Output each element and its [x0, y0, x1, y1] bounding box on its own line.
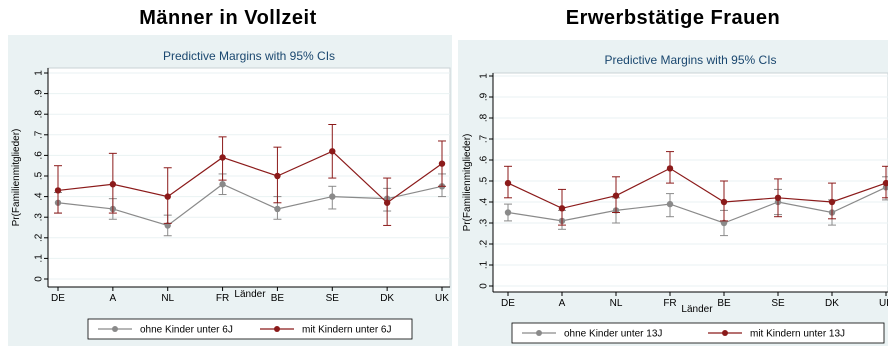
data-point — [666, 200, 674, 208]
data-point — [438, 160, 446, 167]
legend-label: ohne Kinder unter 13J — [564, 329, 662, 340]
data-point — [54, 187, 62, 194]
data-point — [504, 209, 512, 216]
y-tick-label: 0 — [479, 283, 490, 289]
chart-panel-0: 0 .1 .2 .3 .4 .5 .6 .7 .8 .9 1 DE A NL FR BE SE DK UK Predi… — [8, 35, 452, 346]
y-tick-label: .9 — [34, 89, 45, 98]
data-point — [219, 181, 226, 188]
y-tick-label: .5 — [34, 171, 45, 180]
y-tick-label: 1 — [479, 73, 490, 79]
x-tick-label: FR — [216, 293, 229, 304]
chart-title: Predictive Margins with 95% CIs — [604, 53, 776, 67]
legend-box — [511, 322, 885, 344]
data-point — [612, 192, 620, 199]
x-tick-label: UK — [435, 293, 449, 304]
legend-marker — [722, 330, 728, 336]
data-point — [329, 148, 336, 155]
y-axis-label: Pr(Familienmitglieder) — [462, 134, 473, 232]
data-point — [274, 172, 281, 180]
y-tick-label: 1 — [34, 70, 45, 76]
legend: ohne Kinder unter 6J mit Kindern unter 6J — [87, 318, 413, 340]
legend-marker — [112, 326, 118, 332]
x-tick-label: NL — [610, 298, 623, 309]
data-point — [666, 165, 674, 172]
legend-label: ohne Kinder unter 6J — [140, 325, 233, 336]
x-tick-label: SE — [326, 293, 340, 304]
data-point — [882, 179, 888, 187]
x-tick-label: BE — [271, 293, 285, 304]
y-tick-label: .9 — [479, 92, 490, 101]
y-tick-label: .6 — [34, 151, 45, 160]
data-point — [164, 193, 171, 200]
legend-label: mit Kindern unter 13J — [750, 329, 845, 340]
y-tick-label: .7 — [479, 134, 490, 143]
x-tick-label: DE — [51, 293, 65, 304]
y-tick-label: .2 — [479, 239, 490, 248]
series-line — [57, 150, 443, 204]
series-1 — [54, 124, 446, 226]
y-tick-label: .4 — [479, 197, 490, 206]
x-tick-label: A — [559, 298, 566, 309]
legend: ohne Kinder unter 13J mit Kindern unter 1… — [511, 322, 885, 344]
chart-panel-1: 0 .1 .2 .3 .4 .5 .6 .7 .8 .9 1 DE A NL FR BE SE DK UK Predi… — [458, 40, 888, 346]
x-tick-label: DK — [825, 298, 839, 309]
data-point — [504, 179, 512, 187]
series-line — [507, 186, 887, 224]
x-tick-label: BE — [717, 298, 731, 309]
x-axis-label: Länder — [234, 289, 266, 300]
chart-title: Predictive Margins with 95% CIs — [163, 49, 335, 63]
data-point — [720, 198, 728, 206]
y-tick-label: .8 — [34, 110, 45, 119]
y-tick-label: .4 — [34, 192, 45, 201]
x-tick-label: SE — [771, 298, 785, 309]
x-tick-label: DE — [501, 298, 515, 309]
panel-heading-men: Männer in Vollzeit — [139, 7, 317, 29]
x-tick-label: UK — [879, 298, 888, 309]
data-point — [219, 154, 226, 161]
data-point — [109, 181, 117, 188]
y-tick-label: .7 — [34, 130, 45, 139]
legend-marker — [536, 330, 542, 336]
y-tick-label: 0 — [34, 276, 45, 282]
x-axis-label: Länder — [681, 304, 713, 315]
series-line — [57, 183, 443, 227]
series-line — [507, 167, 887, 209]
y-axis-label: Pr(Familienmitglieder) — [11, 129, 22, 227]
y-tick-label: .3 — [479, 218, 490, 227]
y-tick-label: .6 — [479, 155, 490, 164]
data-point — [329, 193, 336, 200]
series-1 — [504, 151, 888, 226]
y-tick-label: .1 — [34, 254, 45, 263]
data-point — [828, 198, 836, 206]
y-tick-label: .3 — [34, 213, 45, 222]
data-point — [383, 199, 391, 206]
legend-box — [87, 318, 413, 340]
data-point — [774, 194, 782, 201]
y-tick-label: .2 — [34, 233, 45, 242]
x-tick-label: NL — [161, 293, 174, 304]
legend-label: mit Kindern unter 6J — [302, 325, 392, 336]
x-tick-label: FR — [663, 298, 676, 309]
data-point — [274, 205, 281, 213]
x-tick-label: A — [110, 293, 117, 304]
panel-heading-women: Erwerbstätige Frauen — [565, 7, 781, 29]
y-tick-label: .8 — [479, 113, 490, 122]
data-point — [558, 205, 566, 212]
y-tick-label: .5 — [479, 176, 490, 185]
plot-area — [47, 67, 451, 288]
legend-marker — [274, 326, 280, 332]
y-tick-label: .1 — [479, 260, 490, 269]
x-tick-label: DK — [380, 293, 394, 304]
plot-area — [492, 72, 888, 293]
